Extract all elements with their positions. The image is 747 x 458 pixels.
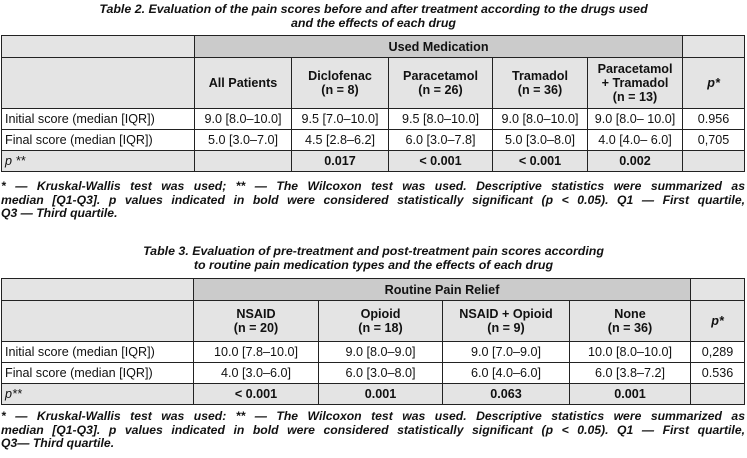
table-cell: 9.0 [8.0– 10.0] — [586, 108, 684, 130]
table3-col-header: NSAID + Opioid (n = 9) — [442, 300, 570, 342]
table-cell: < 0.001 — [492, 150, 588, 172]
footnote-line: median [Q1-Q3]. p values indicated in bo… — [1, 422, 745, 437]
table-cell: 6.0 [3.0–7.8] — [388, 129, 493, 151]
table3-group-header-row: Routine Pain Relief — [1, 278, 746, 301]
table3-caption: Table 3. Evaluation of pre-treatment and… — [0, 244, 747, 272]
table-row: Initial score (median [IQR]) 9.0 [8.0–10… — [1, 108, 746, 130]
table3-group-header: Routine Pain Relief — [192, 278, 692, 301]
table-cell: 4.5 [2.8–6.2] — [291, 129, 389, 151]
table3-column-header-row: NSAID (n = 20) Opioid (n = 18) NSAID + Opi… — [1, 300, 746, 342]
table2-row-label: Initial score (median [IQR]) — [1, 108, 195, 130]
table-cell: 10.0 [8.0–10.0] — [568, 341, 692, 363]
table2-caption: Table 2. Evaluation of the pain scores b… — [0, 2, 747, 30]
table3-col-header: NSAID (n = 20) — [193, 300, 319, 342]
table2-group-header-row: Used Medication — [1, 35, 746, 58]
table2-p-row-label: p ** — [1, 150, 195, 172]
table3-col-header: None (n = 36) — [568, 300, 692, 342]
table2-caption-line1: Table 2. Evaluation of the pain scores b… — [99, 2, 648, 16]
table-cell: < 0.001 — [388, 150, 493, 172]
table3-corner-cell — [1, 278, 194, 301]
table-cell: 10.0 [7.8–10.0] — [193, 341, 319, 363]
table-cell: 4.0 [4.0– 6.0] — [586, 129, 684, 151]
table2-caption-line2: and the effects of each drug — [290, 16, 456, 30]
table2-corner-cell — [1, 35, 195, 58]
table3: Routine Pain Relief NSAID (n = 20) Opioid… — [1, 278, 746, 405]
table2-col-header: Paracetamol (n = 26) — [388, 57, 493, 109]
table-cell: 9.0 [7.0–9.0] — [442, 341, 570, 363]
table3-p-row-label: p** — [1, 383, 194, 405]
table-cell: 0.002 — [586, 150, 684, 172]
table-cell: 0.017 — [291, 150, 389, 172]
table2-column-header-row: All Patients Diclofenac (n = 8) Paracetam… — [1, 57, 746, 109]
table2-p-row: p ** 0.017 < 0.001 < 0.001 0.002 — [1, 150, 746, 172]
footnote-line: * — Kruskal-Wallis test was used: ** — T… — [1, 409, 745, 423]
table-cell: 9.5 [7.0–10.0] — [291, 108, 389, 130]
table2-col-header: Tramadol (n = 36) — [492, 57, 588, 109]
table3-p-header: p* — [690, 300, 746, 342]
table2-label-header — [1, 57, 195, 109]
footnote-line: median [Q1-Q3]. p values indicated in bo… — [1, 192, 745, 207]
footnote-line: Q3 — Third quartile. — [1, 206, 118, 221]
table-cell: 6.0 [3.0–8.0] — [318, 362, 443, 384]
table-cell: 9.0 [8.0–10.0] — [492, 108, 588, 130]
table2-corner-cell-right — [682, 35, 746, 58]
table3-col-header: Opioid (n = 18) — [318, 300, 443, 342]
table-cell: 5.0 [3.0–7.0] — [194, 129, 292, 151]
table-cell-p — [682, 150, 746, 172]
table2-col-header: All Patients — [194, 57, 292, 109]
table-cell: 6.0 [3.8–7.2] — [568, 362, 692, 384]
table-cell-p: 0,289 — [690, 341, 746, 363]
table2-col-header: Paracetamol + Tramadol (n = 13) — [586, 57, 684, 109]
table-row: Initial score (median [IQR]) 10.0 [7.8–1… — [1, 341, 746, 363]
table-cell: 5.0 [3.0–8.0] — [492, 129, 588, 151]
table-cell: 9.5 [8.0–10.0] — [388, 108, 493, 130]
table-cell: < 0.001 — [193, 383, 319, 405]
table3-row-label: Final score (median [IQR]) — [1, 362, 194, 384]
table-cell: 9.0 [8.0–10.0] — [194, 108, 292, 130]
footnote-line: Q3— Third quartile. — [1, 436, 115, 451]
table3-caption-line1: Table 3. Evaluation of pre-treatment and… — [143, 244, 604, 258]
table-cell-p — [690, 383, 746, 405]
table3-p-row: p** < 0.001 0.001 0.063 0.001 — [1, 383, 746, 405]
table-cell: 6.0 [4.0–6.0] — [442, 362, 570, 384]
table-cell: 9.0 [8.0–9.0] — [318, 341, 443, 363]
table-cell-p: 0,705 — [682, 129, 746, 151]
table3-label-header — [1, 300, 194, 342]
table2-row-label: Final score (median [IQR]) — [1, 129, 195, 151]
table-cell: 0.001 — [318, 383, 443, 405]
footnote-line: * — Kruskal-Wallis test was used; ** — T… — [1, 179, 745, 193]
table3-caption-line2: to routine pain medication types and the… — [193, 258, 554, 272]
table-cell-p: 0.956 — [682, 108, 746, 130]
table3-corner-cell-right — [690, 278, 746, 301]
table-cell: 0.063 — [442, 383, 570, 405]
table-cell: 0.001 — [568, 383, 692, 405]
table2-group-header: Used Medication — [193, 35, 684, 58]
table-cell: 4.0 [3.0–6.0] — [193, 362, 319, 384]
table2-col-header: Diclofenac (n = 8) — [291, 57, 389, 109]
table-row: Final score (median [IQR]) 4.0 [3.0–6.0]… — [1, 362, 746, 384]
table3-row-label: Initial score (median [IQR]) — [1, 341, 194, 363]
table2: Used Medication All Patients Diclofenac(… — [1, 35, 746, 172]
table3-footnote: * — Kruskal-Wallis test was used: ** — T… — [1, 409, 745, 451]
table2-p-header: p* — [682, 57, 746, 109]
table-cell — [194, 150, 292, 172]
table-row: Final score (median [IQR]) 5.0 [3.0–7.0]… — [1, 129, 746, 151]
table2-footnote: * — Kruskal-Wallis test was used; ** — T… — [1, 179, 745, 221]
table-cell-p: 0.536 — [690, 362, 746, 384]
